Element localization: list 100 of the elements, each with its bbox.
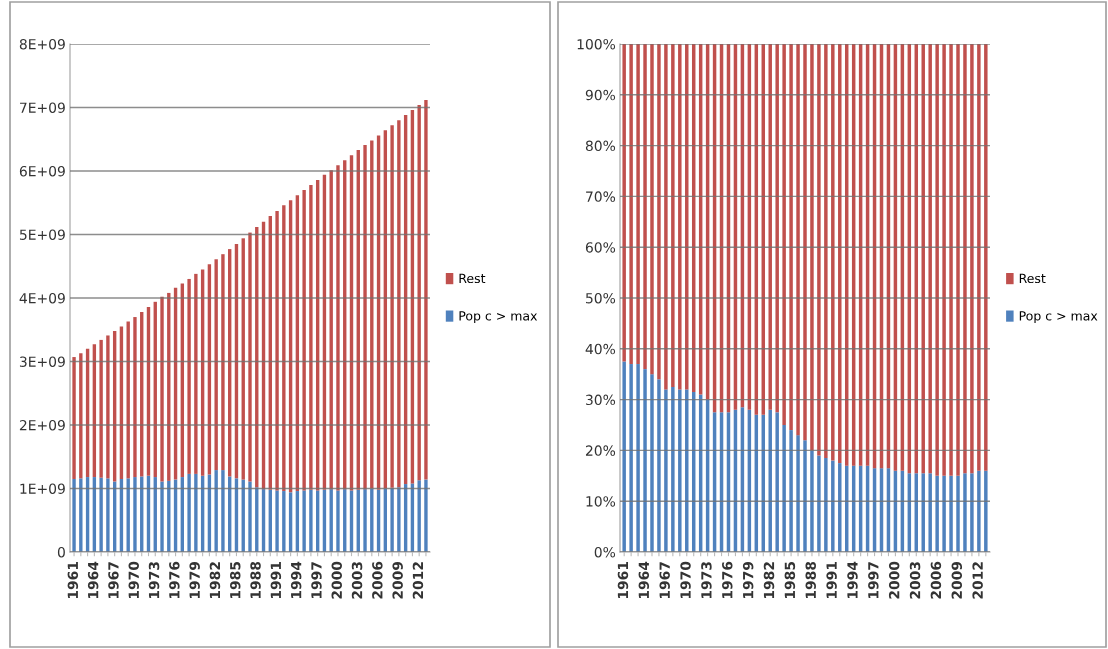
bar [810,44,814,451]
x-tick-label: 1973 [701,562,712,599]
x-tick-label: 1985 [784,562,796,599]
bar [336,165,340,491]
y-tick-label: 7E+09 [20,102,65,113]
bar [221,470,225,552]
x-tick-label: 1988 [250,561,261,599]
bar [282,491,286,552]
bar [942,44,946,476]
bar [956,44,960,476]
bar [782,425,786,552]
bar [824,458,828,552]
bar [775,412,779,552]
bar [160,481,164,552]
bar [838,44,842,464]
bar [796,435,800,552]
bar [678,389,682,552]
bar [984,44,988,471]
bar [928,473,932,552]
bar [99,339,103,478]
y-tick-label: 4E+09 [19,292,65,304]
y-tick-label: 50% [586,292,616,304]
bar [963,44,967,474]
x-tick-label: 1991 [270,561,282,599]
bar [671,44,675,387]
bar [72,357,76,479]
bar [775,44,779,413]
bar [664,389,668,552]
y-tick-label: 90% [585,89,616,101]
x-tick-label: 1985 [229,562,241,599]
y-tick-label: 70% [586,191,616,202]
bar [817,455,821,552]
x-tick-label: 1991 [826,561,837,599]
bar [275,490,279,552]
bar [921,473,925,552]
bar [963,473,967,552]
bar [417,480,421,552]
bar [424,99,428,480]
bar [803,440,807,552]
legend-label: Rest [459,273,486,284]
bar [949,475,953,552]
bar [390,125,394,488]
bar [949,44,953,476]
bar [160,296,164,482]
bar [678,44,682,390]
y-tick-label: 5E+09 [19,229,65,240]
x-tick-label: 1964 [638,561,650,599]
bar [796,44,800,436]
y-tick-label: 80% [585,140,616,152]
bar [309,184,313,490]
x-tick-label: 2006 [930,561,942,599]
bar [956,475,960,552]
bar [657,379,661,552]
x-tick-label: 2000 [888,561,900,599]
legend-label: Rest [1019,273,1046,284]
y-tick-label: 10% [586,496,616,507]
bar [636,364,640,552]
bar [664,44,668,390]
x-tick-label: 1994 [290,561,302,599]
x-tick-label: 1973 [148,562,160,599]
x-tick-label: 1979 [189,561,200,599]
bar [187,278,191,474]
x-tick-label: 2003 [351,562,363,599]
bar [789,44,793,431]
bar [622,44,626,362]
bar [622,361,626,552]
bar [838,463,842,552]
x-tick-label: 2012 [412,562,424,599]
bar [79,353,83,479]
bar [248,232,252,482]
bar [970,473,974,552]
bar [643,369,647,552]
bar [810,450,814,552]
bar [336,490,340,552]
bar [803,44,807,441]
bar [629,44,633,365]
bar [302,490,306,552]
y-tick-label: 40% [585,343,616,355]
x-tick-label: 1997 [868,562,879,599]
bar [390,487,394,552]
bar [79,478,83,552]
bar [650,374,654,552]
bar [768,409,772,552]
x-tick-label: 2009 [951,561,963,599]
bar [817,44,821,456]
bar [977,44,981,471]
bar [970,44,974,474]
bar [309,489,313,552]
x-tick-label: 1967 [108,562,119,599]
bar [984,470,988,552]
y-tick-label: 30% [586,394,616,406]
bar [363,489,367,552]
y-tick-label: 3E+09 [19,356,65,367]
bar [214,470,218,552]
bar [187,473,191,552]
bar [282,205,286,492]
x-tick-label: 1967 [659,562,670,599]
bar [928,44,932,474]
bar [789,430,793,552]
bar [106,335,110,479]
